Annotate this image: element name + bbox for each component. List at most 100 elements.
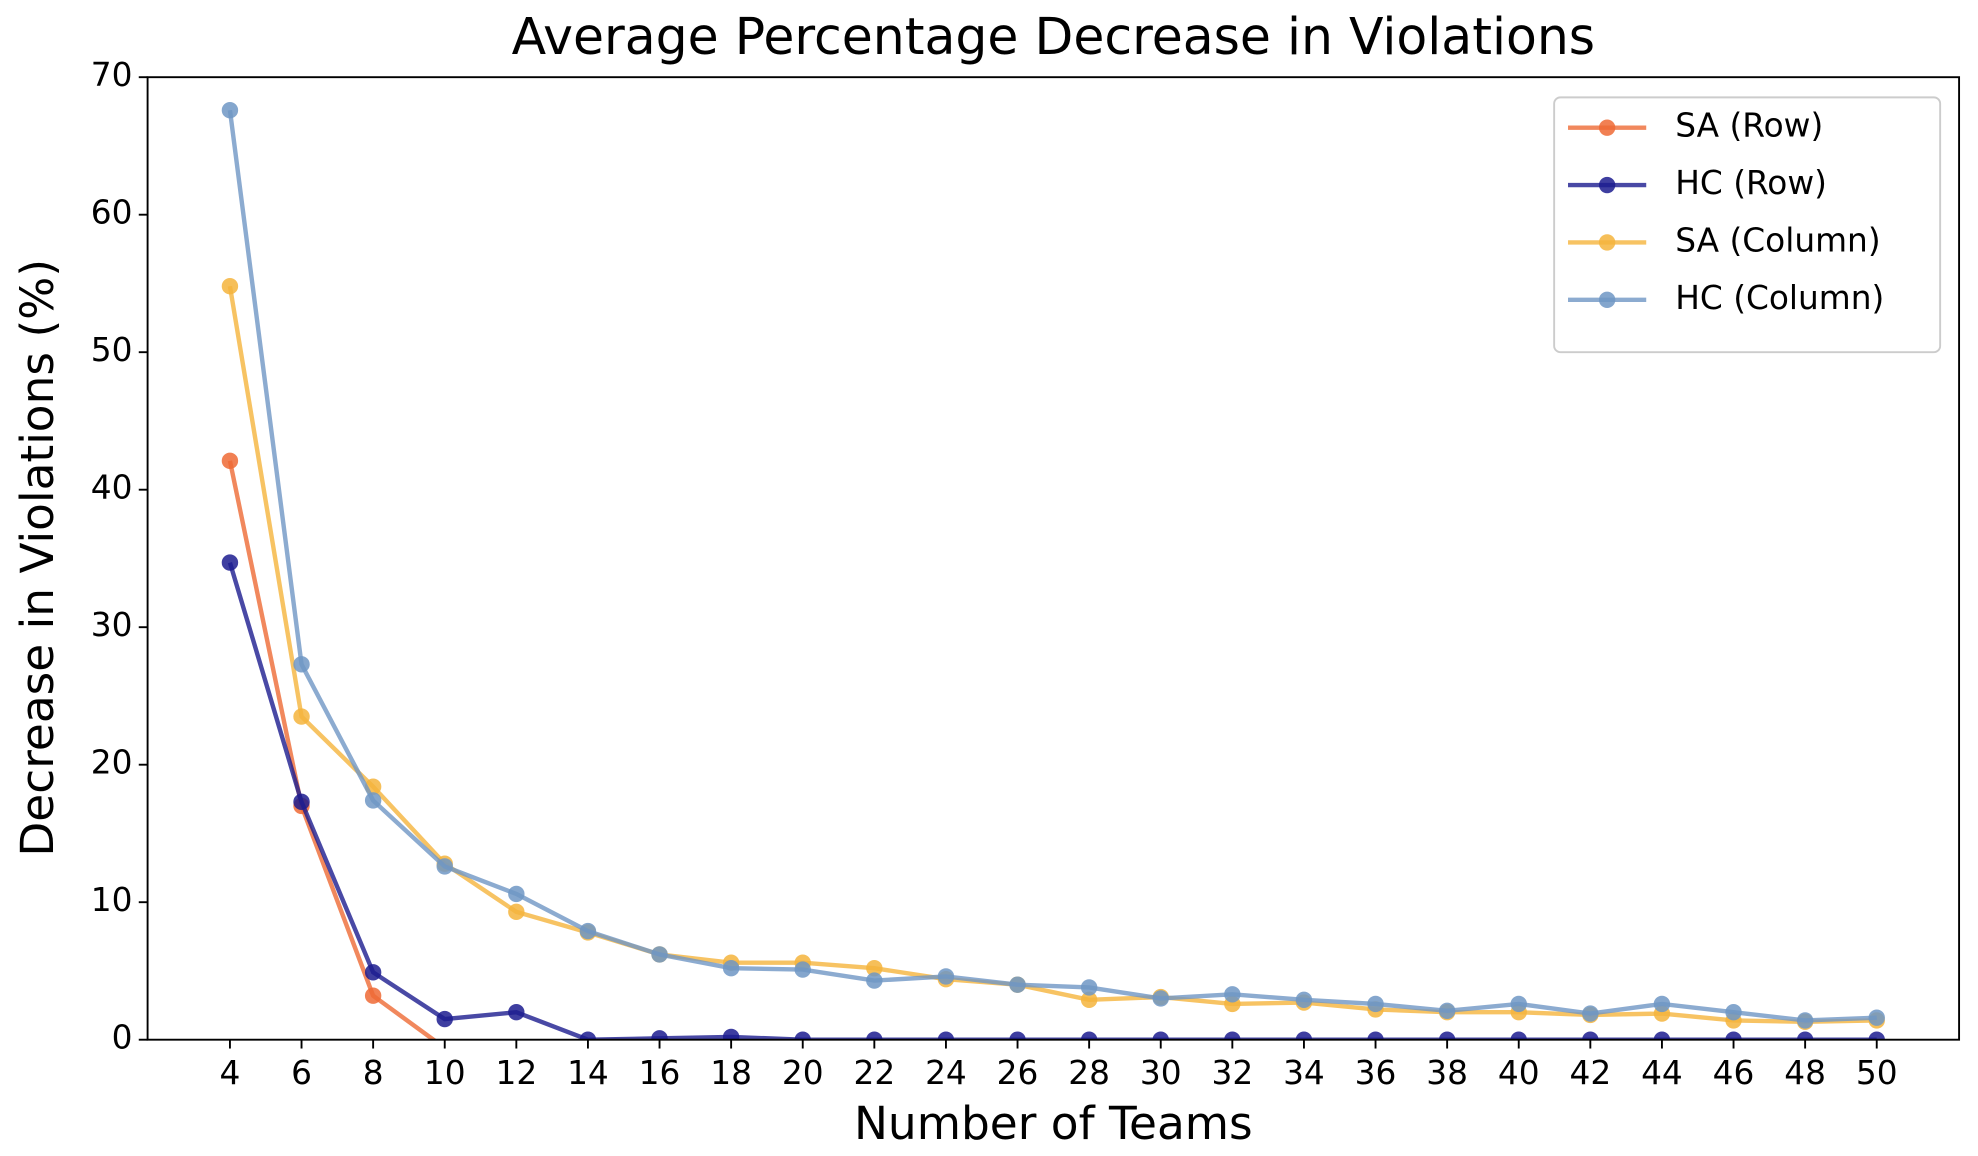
data-point [1868, 1009, 1885, 1026]
x-tick-label: 8 [363, 1054, 384, 1092]
data-point [436, 858, 453, 875]
x-tick-label: 10 [424, 1054, 466, 1092]
data-point [651, 1030, 668, 1040]
y-tick-label: 50 [91, 331, 133, 369]
y-tick-label: 20 [91, 744, 133, 782]
legend-marker [1598, 234, 1616, 251]
y-tick-label: 30 [91, 606, 133, 644]
data-point [1367, 995, 1384, 1013]
series-line [227, 285, 1877, 1025]
x-axis-label: Number of Teams [854, 1097, 1253, 1150]
data-point [722, 960, 740, 977]
x-tick-label: 46 [1713, 1054, 1755, 1092]
data-point [937, 1031, 955, 1040]
data-point [1080, 991, 1098, 1009]
series-line [227, 460, 438, 1040]
data-point [221, 101, 239, 119]
data-point [293, 793, 310, 811]
x-tick-label: 38 [1426, 1054, 1468, 1092]
data-point [508, 885, 525, 903]
x-tick-label: 30 [1140, 1054, 1182, 1092]
data-point [293, 708, 310, 725]
data-point [221, 554, 239, 571]
x-tick-label: 22 [853, 1054, 895, 1092]
data-point [1295, 1031, 1313, 1040]
data-point [651, 946, 668, 963]
data-point [1510, 1031, 1527, 1040]
data-point [508, 1004, 525, 1021]
plot-area [221, 101, 1885, 1040]
data-point [794, 1031, 811, 1040]
legend-marker [1598, 176, 1616, 194]
data-point [1152, 1031, 1169, 1040]
x-tick-label: 50 [1856, 1054, 1898, 1092]
data-point [1510, 995, 1527, 1013]
data-point [1152, 990, 1169, 1007]
legend-label: SA (Column) [1675, 221, 1880, 259]
x-tick-label: 34 [1283, 1054, 1325, 1092]
data-point [1582, 1031, 1599, 1040]
data-point [1653, 1031, 1671, 1040]
data-point [579, 1031, 597, 1040]
data-point [364, 792, 382, 809]
data-point [937, 968, 955, 985]
x-tick-label: 44 [1641, 1054, 1683, 1092]
legend-label: HC (Column) [1675, 279, 1884, 317]
data-point [1009, 976, 1026, 993]
series-line [227, 109, 1877, 1023]
legend-marker [1598, 119, 1616, 136]
data-point [579, 922, 597, 940]
data-point [436, 1010, 453, 1028]
data-point [364, 987, 382, 1004]
data-point [794, 961, 811, 978]
x-tick-label: 26 [997, 1054, 1039, 1092]
y-axis-label: Decrease in Violations (%) [11, 259, 64, 857]
x-tick-label: 14 [567, 1054, 609, 1092]
axes-frame [146, 76, 1961, 1041]
y-tick-label: 40 [91, 469, 133, 507]
data-point [293, 656, 310, 673]
x-tick-label: 16 [639, 1054, 681, 1092]
data-point [1725, 1031, 1742, 1040]
x-tick-label: 24 [925, 1054, 967, 1092]
data-point [866, 972, 883, 989]
legend-marker [1598, 291, 1616, 309]
x-tick-label: 12 [495, 1054, 537, 1092]
data-point [1868, 1031, 1885, 1040]
x-tick-label: 28 [1068, 1054, 1110, 1092]
data-point [1080, 979, 1098, 996]
data-point [1653, 995, 1671, 1013]
data-point [722, 1028, 740, 1040]
x-tick-label: 4 [220, 1054, 241, 1092]
data-point [1367, 1031, 1384, 1040]
chart-title: Average Percentage Decrease in Violation… [512, 7, 1596, 66]
data-point [1009, 1031, 1026, 1040]
data-point [221, 277, 239, 295]
y-tick-label: 0 [112, 1019, 133, 1057]
data-point [1224, 986, 1241, 1003]
x-tick-label: 36 [1355, 1054, 1397, 1092]
data-point [1080, 1031, 1098, 1040]
legend-label: SA (Row) [1675, 107, 1823, 145]
series-line [227, 561, 1877, 1040]
data-point [866, 1031, 883, 1040]
data-point [1796, 1031, 1814, 1040]
data-point [221, 452, 239, 470]
x-tick-label: 48 [1784, 1054, 1826, 1092]
data-point [1438, 1031, 1456, 1040]
y-tick-label: 60 [91, 194, 133, 232]
x-tick-label: 6 [291, 1054, 312, 1092]
data-point [1295, 991, 1313, 1009]
x-tick-label: 20 [782, 1054, 824, 1092]
data-point [1796, 1012, 1814, 1029]
x-tick-label: 40 [1498, 1054, 1540, 1092]
data-point [1725, 1004, 1742, 1021]
legend-label: HC (Row) [1675, 164, 1827, 202]
y-tick-label: 10 [91, 881, 133, 919]
data-point [1438, 1002, 1456, 1020]
x-tick-label: 32 [1211, 1054, 1253, 1092]
x-tick-label: 18 [710, 1054, 752, 1092]
data-point [1582, 1005, 1599, 1022]
y-tick-label: 70 [91, 56, 133, 94]
